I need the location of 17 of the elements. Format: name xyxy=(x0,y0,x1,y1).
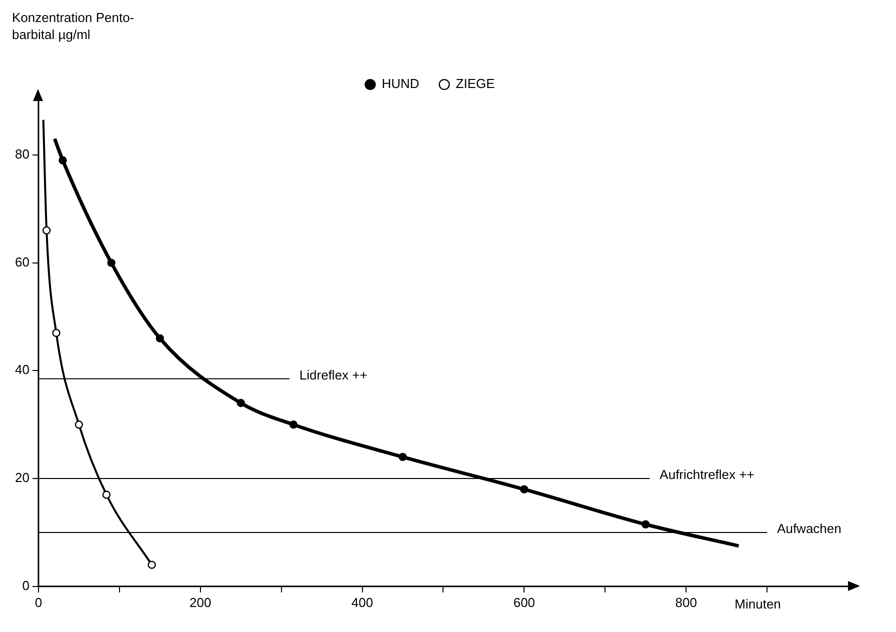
x-tick-label: 600 xyxy=(513,594,536,610)
y-tick-label: 60 xyxy=(14,254,30,270)
ref-line-label: Aufrichtreflex ++ xyxy=(660,467,754,482)
ref-line-label: Lidreflex ++ xyxy=(299,367,368,382)
x-tick-label: 200 xyxy=(190,594,212,610)
x-tick-label: 400 xyxy=(351,594,374,610)
legend-label: ZIEGE xyxy=(456,76,496,92)
x-tick-label: 0 xyxy=(34,594,42,610)
legend-label: HUND xyxy=(382,76,420,92)
x-axis-title: Minuten xyxy=(734,596,781,612)
y-axis-title: Konzentration Pento- barbital µg/ml xyxy=(12,10,134,42)
y-tick-label: 20 xyxy=(14,470,30,486)
y-tick-label: 80 xyxy=(14,146,30,162)
x-tick-label: 800 xyxy=(675,594,697,610)
y-tick-label: 40 xyxy=(14,362,30,378)
ref-line-label: Aufwachen xyxy=(777,521,842,536)
y-tick-label: 0 xyxy=(22,578,30,593)
